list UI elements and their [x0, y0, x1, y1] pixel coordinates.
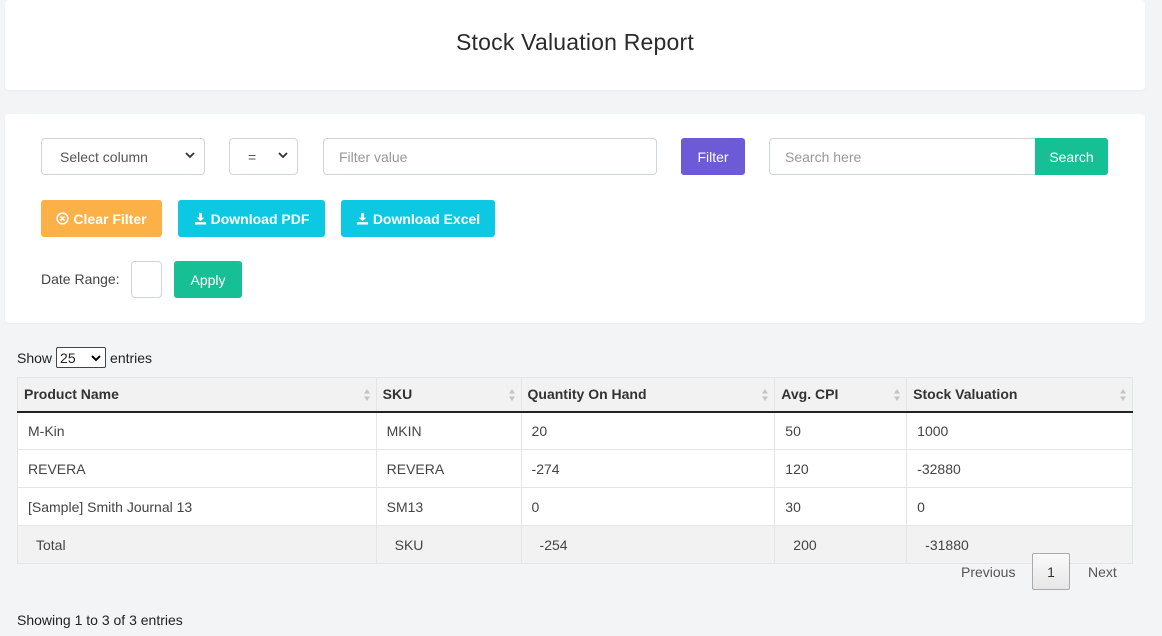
- apply-button-label: Apply: [190, 271, 226, 288]
- filter-value-placeholder: Filter value: [339, 148, 408, 165]
- filter-button-label: Filter: [697, 148, 729, 165]
- date-range-label: Date Range:: [41, 271, 120, 287]
- download-icon: [356, 212, 368, 225]
- stock-table: Product Name SKU Quantity On Hand Avg. C…: [17, 377, 1133, 564]
- filter-panel: Select column = Filter value Filter Sear…: [5, 114, 1145, 323]
- title-card: Stock Valuation Report: [5, 0, 1145, 90]
- filter-button[interactable]: Filter: [681, 138, 745, 175]
- download-icon: [194, 212, 206, 225]
- apply-button[interactable]: Apply: [174, 261, 242, 298]
- cell-sku: REVERA: [375, 449, 522, 488]
- search-button[interactable]: Search: [1035, 138, 1108, 175]
- chevron-down-icon: [185, 152, 195, 159]
- chevron-down-icon: [278, 152, 288, 159]
- sort-icon: [762, 389, 769, 401]
- clear-filter-label: Clear Filter: [73, 210, 147, 227]
- page-title: Stock Valuation Report: [456, 29, 694, 55]
- cell-sku: SM13: [375, 487, 522, 526]
- table-header-row: Product Name SKU Quantity On Hand Avg. C…: [17, 377, 1133, 413]
- date-range-input[interactable]: [131, 261, 162, 298]
- cell-quantity: -274: [520, 449, 776, 488]
- cell-avg-cpi: 120: [774, 449, 908, 488]
- total-stock-valuation: -31880: [906, 525, 1133, 564]
- cell-stock-valuation: 0: [906, 487, 1133, 526]
- download-pdf-button[interactable]: Download PDF: [178, 200, 325, 237]
- close-circle-icon: [56, 212, 70, 225]
- total-sku: SKU: [375, 525, 522, 564]
- cell-sku: MKIN: [375, 411, 522, 450]
- cell-avg-cpi: 50: [774, 411, 908, 450]
- cell-stock-valuation: 1000: [906, 411, 1133, 450]
- total-quantity: -254: [520, 525, 776, 564]
- cell-quantity: 0: [520, 487, 776, 526]
- table-row: [Sample] Smith Journal 13 SM13 0 30 0: [17, 487, 1133, 526]
- col-header-sku[interactable]: SKU: [375, 377, 522, 413]
- download-excel-button[interactable]: Download Excel: [341, 200, 495, 237]
- col-header-stock-valuation[interactable]: Stock Valuation: [906, 377, 1133, 413]
- clear-filter-button[interactable]: Clear Filter: [41, 200, 162, 237]
- download-pdf-label: Download PDF: [210, 210, 310, 227]
- next-page-button[interactable]: Next: [1088, 564, 1117, 580]
- previous-page-button[interactable]: Previous: [961, 564, 1016, 580]
- column-select[interactable]: Select column: [41, 138, 205, 175]
- page-button-current[interactable]: 1: [1032, 553, 1070, 590]
- total-avg-cpi: 200: [774, 525, 908, 564]
- operator-select-value: =: [248, 148, 257, 165]
- entries-length-value: 25: [60, 349, 76, 366]
- search-input[interactable]: Search here: [769, 138, 1037, 175]
- column-select-value: Select column: [60, 148, 148, 165]
- sort-icon: [894, 389, 901, 401]
- sort-icon: [508, 389, 515, 401]
- col-header-avg-cpi[interactable]: Avg. CPI: [774, 377, 908, 413]
- total-row: Total SKU -254 200 -31880: [17, 525, 1133, 564]
- sort-icon: [1120, 389, 1126, 401]
- cell-product-name: REVERA: [17, 449, 377, 488]
- entries-label: entries: [110, 349, 153, 366]
- search-button-label: Search: [1049, 148, 1094, 165]
- cell-stock-valuation: -32880: [906, 449, 1133, 488]
- entries-length-select[interactable]: 25: [56, 347, 107, 368]
- table-info: Showing 1 to 3 of 3 entries: [17, 612, 183, 628]
- cell-product-name: M-Kin: [17, 411, 377, 450]
- table-row: REVERA REVERA -274 120 -32880: [17, 449, 1133, 488]
- cell-quantity: 20: [520, 411, 776, 450]
- col-header-product-name[interactable]: Product Name: [17, 377, 377, 413]
- cell-product-name: [Sample] Smith Journal 13: [17, 487, 377, 526]
- download-excel-label: Download Excel: [372, 210, 481, 227]
- search-placeholder: Search here: [785, 148, 862, 165]
- cell-avg-cpi: 30: [774, 487, 908, 526]
- col-header-quantity[interactable]: Quantity On Hand: [520, 377, 776, 413]
- filter-value-input[interactable]: Filter value: [323, 138, 657, 175]
- operator-select[interactable]: =: [229, 138, 298, 175]
- sort-icon: [363, 389, 370, 401]
- show-label: Show: [17, 349, 53, 366]
- total-label: Total: [17, 525, 377, 564]
- table-row: M-Kin MKIN 20 50 1000: [17, 411, 1133, 450]
- chevron-down-icon: [91, 355, 101, 362]
- show-entries-control: Show 25 entries: [17, 347, 152, 368]
